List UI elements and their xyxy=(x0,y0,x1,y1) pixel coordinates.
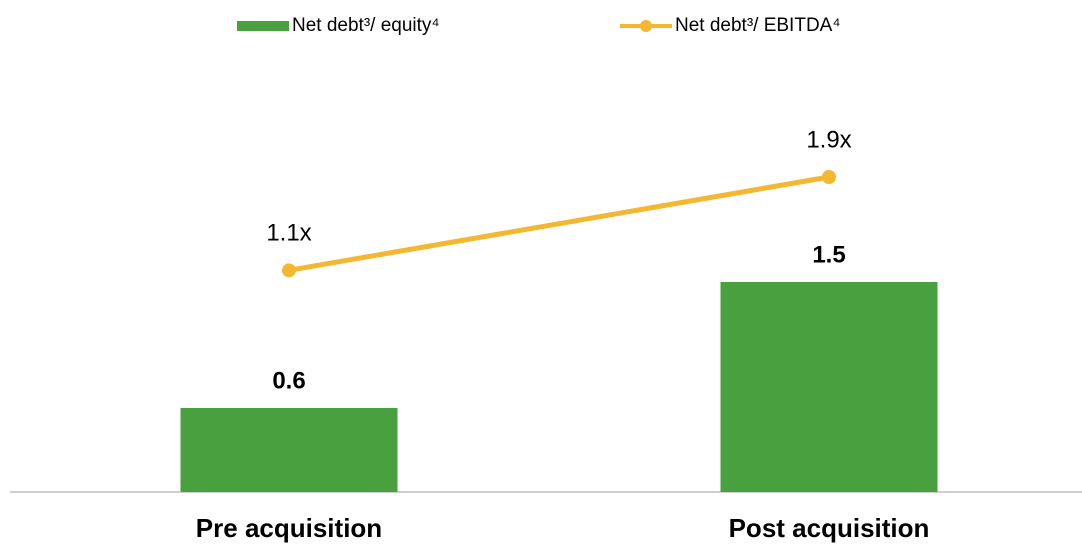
legend-label: Net debt³/ EBITDA⁴ xyxy=(675,15,841,36)
data-label: 1.5 xyxy=(812,241,845,268)
x-tick-label: Post acquisition xyxy=(729,513,930,543)
x-tick-label: Pre acquisition xyxy=(196,513,382,543)
line xyxy=(288,174,830,273)
data-label: 1.1x xyxy=(266,220,311,247)
data-label: 1.9x xyxy=(806,126,851,153)
data-label: 0.6 xyxy=(272,367,305,394)
line-marker xyxy=(822,170,836,184)
bar xyxy=(720,282,938,492)
legend-marker xyxy=(640,20,652,32)
line-marker xyxy=(282,263,296,278)
bar xyxy=(180,408,398,492)
legend-swatch xyxy=(237,21,289,31)
legend-label: Net debt³/ equity⁴ xyxy=(292,15,440,36)
